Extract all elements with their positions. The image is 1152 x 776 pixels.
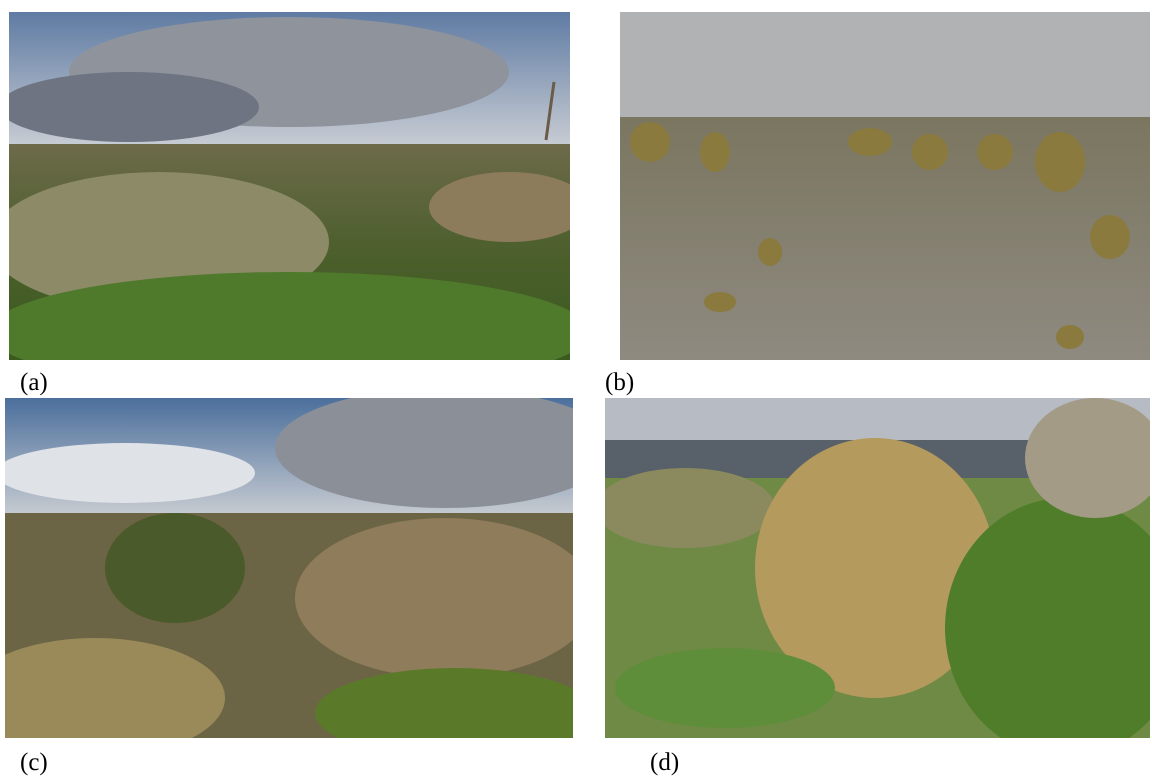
panel-label: (a) [20, 370, 48, 395]
cloud [5, 443, 255, 503]
fog [620, 12, 1150, 132]
photo-d [605, 398, 1150, 738]
photo-b [620, 12, 1150, 360]
grass-tuft [105, 513, 245, 623]
panel-label: (c) [20, 750, 48, 775]
cloud [9, 72, 259, 142]
photo-c [5, 398, 573, 738]
shrub [615, 648, 835, 728]
panel-label: (d) [650, 750, 679, 775]
figure: (a) (b) (c) [0, 0, 1152, 774]
photo-a [9, 12, 570, 360]
panel-label: (b) [605, 370, 634, 395]
